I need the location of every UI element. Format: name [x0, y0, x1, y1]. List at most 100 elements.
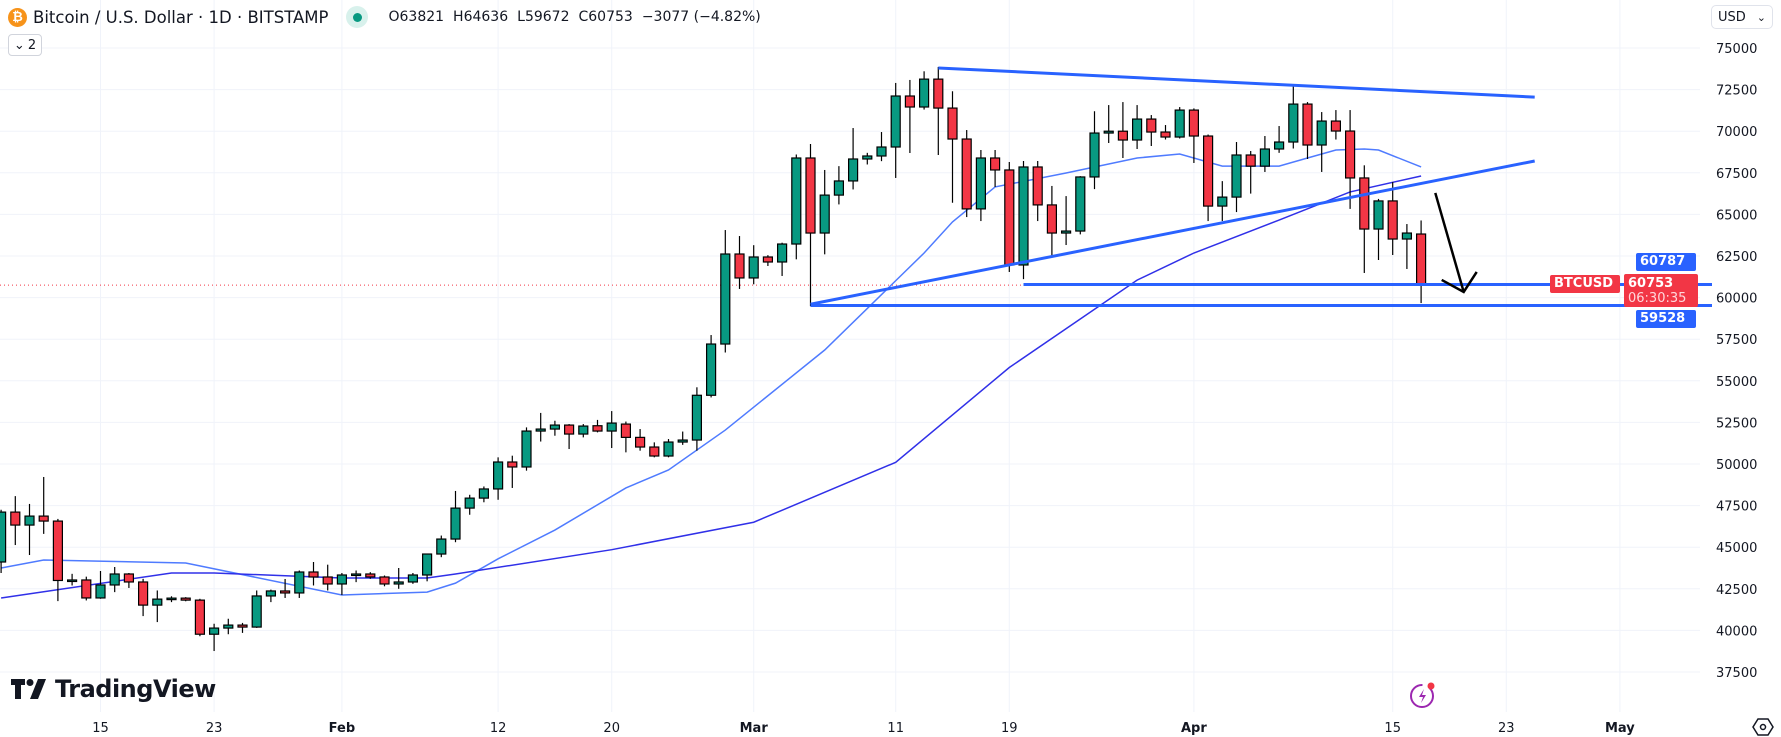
candle[interactable]: [1387, 182, 1398, 256]
candle[interactable]: [791, 154, 802, 260]
candle[interactable]: [720, 230, 731, 353]
candle[interactable]: [1103, 105, 1114, 144]
candle[interactable]: [1245, 151, 1256, 194]
time-axis[interactable]: 15 23 Feb 12 20 Mar 11 19 Apr 15 23 May: [92, 721, 1635, 736]
candle[interactable]: [251, 590, 262, 628]
candle[interactable]: [1060, 196, 1072, 246]
candle[interactable]: [209, 623, 220, 652]
candle[interactable]: [563, 424, 575, 450]
candle[interactable]: [1330, 110, 1342, 140]
candle[interactable]: [1344, 110, 1356, 209]
candle[interactable]: [805, 144, 816, 307]
candle[interactable]: [1089, 111, 1100, 190]
candle[interactable]: [265, 589, 276, 603]
candle[interactable]: [975, 150, 987, 222]
candle[interactable]: [592, 419, 603, 433]
candle[interactable]: [933, 66, 944, 155]
candle[interactable]: [947, 91, 958, 203]
candle[interactable]: [691, 387, 703, 451]
candle[interactable]: [578, 424, 589, 438]
candle[interactable]: [1131, 105, 1143, 150]
candle[interactable]: [351, 570, 362, 583]
candle[interactable]: [634, 429, 646, 451]
candle[interactable]: [1202, 134, 1214, 222]
candle[interactable]: [833, 166, 845, 205]
candle[interactable]: [407, 572, 418, 584]
candle[interactable]: [1259, 136, 1271, 172]
resistance-trendline[interactable]: [938, 66, 1535, 99]
candle[interactable]: [478, 486, 489, 503]
candle[interactable]: [166, 596, 177, 603]
candle[interactable]: [961, 130, 972, 218]
candle[interactable]: [152, 590, 163, 623]
candle[interactable]: [393, 568, 404, 589]
candle[interactable]: [138, 578, 149, 617]
candle[interactable]: [294, 570, 305, 598]
candle[interactable]: [1288, 84, 1299, 149]
candle[interactable]: [24, 503, 35, 556]
candle[interactable]: [123, 572, 135, 588]
candle[interactable]: [876, 132, 887, 162]
lightning-alert-icon[interactable]: [1408, 680, 1438, 710]
candle[interactable]: [1046, 185, 1058, 257]
candle[interactable]: [95, 570, 106, 599]
currency-select[interactable]: USD ⌄: [1711, 5, 1773, 29]
candle[interactable]: [422, 553, 433, 582]
candle[interactable]: [1075, 176, 1086, 235]
candle[interactable]: [308, 562, 319, 586]
candle[interactable]: [1415, 220, 1427, 304]
candle[interactable]: [1217, 181, 1228, 222]
candle[interactable]: [52, 518, 64, 602]
candle[interactable]: [280, 578, 291, 598]
candle[interactable]: [493, 457, 504, 500]
candle[interactable]: [1359, 165, 1370, 273]
candle[interactable]: [1401, 224, 1413, 269]
candle[interactable]: [379, 575, 390, 587]
candle[interactable]: [109, 567, 120, 593]
candle[interactable]: [734, 236, 745, 289]
candle[interactable]: [322, 564, 333, 591]
candle[interactable]: [663, 439, 674, 458]
down-arrow[interactable]: [1434, 192, 1478, 294]
candle[interactable]: [81, 576, 92, 601]
chart-settings-icon[interactable]: [1752, 717, 1774, 737]
candle[interactable]: [1032, 160, 1043, 222]
symbol-title[interactable]: Bitcoin / U.S. Dollar · 1D · BITSTAMP: [33, 7, 329, 27]
candle[interactable]: [365, 572, 376, 579]
candle[interactable]: [776, 242, 788, 276]
candle[interactable]: [507, 455, 518, 488]
rising-support-trendline[interactable]: [810, 159, 1535, 306]
candle[interactable]: [1117, 102, 1129, 158]
candle[interactable]: [762, 255, 774, 266]
candle[interactable]: [1273, 126, 1285, 153]
candle[interactable]: [237, 622, 248, 633]
candle[interactable]: [705, 335, 717, 398]
candle[interactable]: [819, 169, 830, 255]
candle[interactable]: [862, 152, 873, 165]
candle[interactable]: [1018, 160, 1029, 280]
candle[interactable]: [336, 572, 347, 595]
candle[interactable]: [450, 490, 461, 543]
candle[interactable]: [464, 494, 475, 515]
candle[interactable]: [989, 150, 1001, 187]
candle[interactable]: [649, 442, 660, 458]
candle[interactable]: [66, 573, 78, 586]
indicators-collapse-button[interactable]: ⌄ 2: [8, 34, 42, 56]
candle[interactable]: [180, 597, 191, 602]
candle[interactable]: [620, 421, 632, 453]
drawings[interactable]: [810, 66, 1713, 307]
candle[interactable]: [436, 535, 447, 558]
candle[interactable]: [1160, 125, 1171, 140]
candle[interactable]: [1231, 142, 1242, 213]
candle[interactable]: [904, 79, 916, 153]
candle[interactable]: [890, 82, 901, 178]
candle[interactable]: [1302, 102, 1313, 159]
price-axis[interactable]: 75000 72500 70000 67500 65000 62500 60000 57500…: [1716, 42, 1757, 681]
candle[interactable]: [223, 618, 234, 635]
candle[interactable]: [1174, 107, 1185, 139]
candle[interactable]: [606, 411, 617, 449]
candle[interactable]: [677, 431, 688, 445]
candle[interactable]: [918, 71, 930, 110]
candle[interactable]: [847, 128, 859, 190]
